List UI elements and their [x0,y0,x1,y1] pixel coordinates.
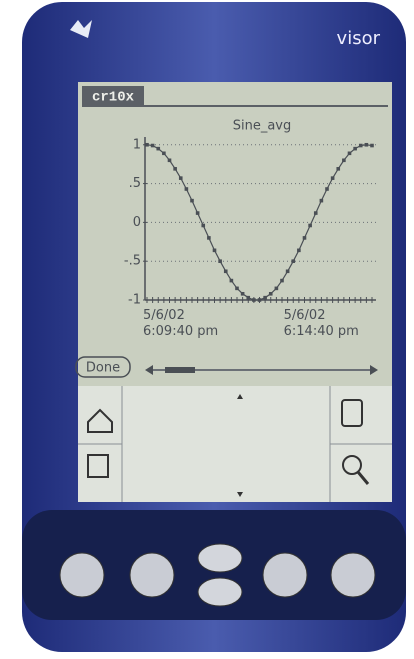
data-point [291,259,295,263]
data-point [162,152,166,156]
y-tick-label: .5 [129,176,141,191]
data-point [342,158,346,162]
data-point [286,269,290,273]
data-point [308,224,312,228]
data-point [336,167,340,171]
data-point [258,298,262,302]
data-point [190,199,194,203]
data-point [230,279,234,283]
x-tick-label: 5/6/02 6:14:40 pm [284,308,359,340]
data-point [365,143,369,147]
data-point [207,236,211,240]
chart-title: Sine_avg [233,119,292,134]
data-point [263,296,267,300]
scroll-up-button[interactable] [198,544,242,572]
done-label[interactable]: Done [86,361,120,376]
data-point [213,249,217,253]
data-point [320,199,324,203]
brand-name: visor [337,28,381,49]
scroll-thumb[interactable] [165,367,195,373]
data-point [303,236,307,240]
data-point [145,143,149,147]
data-point [156,147,160,151]
datebook-button[interactable] [60,553,104,597]
data-point [241,292,245,296]
y-tick-label: -1 [128,293,141,308]
data-point [280,279,284,283]
app-title: cr10x [92,90,135,106]
data-point [224,269,228,273]
data-point [179,176,183,180]
x-tick-label: 5/6/02 6:09:40 pm [143,308,218,340]
data-point [196,211,200,215]
data-point [218,259,222,263]
data-point [269,292,273,296]
data-point [151,144,155,148]
data-point [353,147,357,151]
y-tick-label: -.5 [124,254,141,269]
data-point [173,167,177,171]
address-button[interactable] [130,553,174,597]
scroll-down-button[interactable] [198,578,242,606]
y-tick-label: 0 [133,215,141,230]
data-point [201,224,205,228]
data-point [297,249,301,253]
data-point [348,152,352,156]
y-tick-label: 1 [133,137,141,152]
data-point [325,187,329,191]
data-point [314,211,318,215]
data-point [168,158,172,162]
data-point [331,176,335,180]
device-photo: visor cr10x Done Sine_avg -1 -.5 0 .5 1 5/6/… [0,0,414,659]
data-point [246,296,250,300]
data-point [185,187,189,191]
data-point [359,144,363,148]
data-point [370,144,374,148]
data-point [275,287,279,291]
data-point [252,298,256,302]
data-point [235,287,239,291]
todo-button[interactable] [263,553,307,597]
memo-button[interactable] [331,553,375,597]
